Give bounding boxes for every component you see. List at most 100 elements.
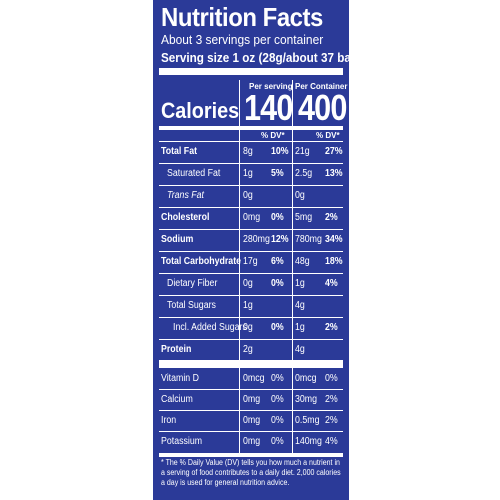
serving-dv: 5% [271, 168, 284, 179]
per-container-header: Per Container [295, 82, 348, 91]
nutrient-name: Potassium [161, 436, 203, 447]
calories-per-container: 400 [298, 87, 347, 128]
nutrient-row-trans-fat: Trans Fat 0g 0g [153, 185, 349, 207]
container-amount: 2.5g [295, 168, 313, 179]
per-serving-header: Per serving [249, 82, 293, 91]
container-amount: 5mg [295, 212, 313, 223]
row-divider [159, 163, 343, 164]
serving-amount: 0g [243, 322, 253, 333]
nutrient-name: Saturated Fat [167, 168, 221, 179]
column-divider-container [292, 80, 293, 453]
serving-amount: 0g [243, 190, 253, 201]
nutrient-name: Calcium [161, 394, 193, 405]
nutrient-name: Total Fat [161, 146, 198, 157]
nutrient-row-total-fat: Total Fat 8g 10% 21g 27% [153, 141, 349, 163]
serving-dv: 0% [271, 394, 284, 405]
nutrient-name: Sodium [161, 234, 194, 245]
serving-dv: 10% [271, 146, 289, 157]
container-amount: 4g [295, 300, 305, 311]
container-amount: 140mg [295, 436, 322, 447]
container-dv: 18% [325, 256, 343, 267]
container-dv: 2% [325, 394, 338, 405]
serving-amount: 0mg [243, 212, 261, 223]
serving-amount: 8g [243, 146, 253, 157]
nutrient-name: Incl. Added Sugars [173, 322, 247, 333]
nutrient-name: Protein [161, 344, 192, 355]
nutrient-row-sodium: Sodium 280mg 12% 780mg 34% [153, 229, 349, 251]
serving-dv: 0% [271, 212, 284, 223]
nutrient-row-total-sugars: Total Sugars 1g 4g [153, 295, 349, 317]
nutrient-name: Total Sugars [167, 300, 216, 311]
row-divider [159, 431, 343, 432]
calories-per-serving: 140 [244, 87, 293, 128]
container-dv: 4% [325, 436, 338, 447]
container-dv: 2% [325, 322, 338, 333]
dv-header-serving: % DV* [261, 131, 285, 140]
container-amount: 0g [295, 190, 305, 201]
container-amount: 1g [295, 278, 305, 289]
row-divider [159, 229, 343, 230]
serving-amount: 17g [243, 256, 258, 267]
container-dv: 13% [325, 168, 343, 179]
serving-amount: 1g [243, 300, 253, 311]
serving-size: Serving size 1 oz (28g/about 37 balls) [161, 50, 368, 65]
dv-divider [159, 141, 343, 142]
nutrient-row-calcium: Calcium 0mg 0% 30mg 2% [153, 389, 349, 411]
calories-label: Calories [161, 98, 240, 123]
thick-divider-vitamins [159, 360, 343, 368]
container-amount: 1g [295, 322, 305, 333]
serving-amount: 0g [243, 278, 253, 289]
container-dv: 34% [325, 234, 343, 245]
nutrient-row-potassium: Potassium 0mg 0% 140mg 4% [153, 431, 349, 453]
row-divider [159, 317, 343, 318]
container-dv: 4% [325, 278, 338, 289]
row-divider [159, 389, 343, 390]
nutrient-name: Dietary Fiber [167, 278, 218, 289]
medium-divider [159, 126, 343, 130]
serving-dv: 0% [271, 415, 284, 426]
serving-dv: 0% [271, 373, 284, 384]
nutrient-name: Total Carbohydrate [161, 256, 242, 267]
container-amount: 0mcg [295, 373, 317, 384]
row-divider [159, 251, 343, 252]
row-divider [159, 339, 343, 340]
dv-header-container: % DV* [316, 131, 340, 140]
container-amount: 4g [295, 344, 305, 355]
serving-amount: 0mg [243, 394, 261, 405]
row-divider [159, 295, 343, 296]
nutrient-row-vitamin-d: Vitamin D 0mcg 0% 0mcg 0% [153, 368, 349, 390]
column-divider-serving [239, 80, 240, 453]
container-amount: 780mg [295, 234, 322, 245]
serving-dv: 0% [271, 278, 284, 289]
serving-dv: 12% [271, 234, 289, 245]
row-divider [159, 410, 343, 411]
container-dv: 0% [325, 373, 338, 384]
row-divider [159, 273, 343, 274]
serving-amount: 280mg [243, 234, 270, 245]
container-dv: 2% [325, 212, 338, 223]
nutrient-row-total-carbohydrate: Total Carbohydrate 17g 6% 48g 18% [153, 251, 349, 273]
serving-amount: 0mg [243, 415, 261, 426]
container-amount: 30mg [295, 394, 318, 405]
nutrient-row-saturated-fat: Saturated Fat 1g 5% 2.5g 13% [153, 163, 349, 185]
container-dv: 27% [325, 146, 343, 157]
container-amount: 48g [295, 256, 310, 267]
serving-amount: 2g [243, 344, 253, 355]
serving-dv: 0% [271, 322, 284, 333]
serving-amount: 0mg [243, 436, 261, 447]
container-amount: 21g [295, 146, 310, 157]
container-amount: 0.5mg [295, 415, 320, 426]
nutrition-facts-panel: Nutrition Facts About 3 servings per con… [153, 0, 368, 500]
row-divider [159, 207, 343, 208]
nutrient-name: Cholesterol [161, 212, 210, 223]
container-dv: 2% [325, 415, 338, 426]
servings-per-container: About 3 servings per container [161, 32, 324, 47]
nutrient-row-cholesterol: Cholesterol 0mg 0% 5mg 2% [153, 207, 349, 229]
serving-amount: 0mcg [243, 373, 265, 384]
footnote-divider [159, 453, 343, 457]
row-divider [159, 185, 343, 186]
nutrient-row-added-sugars: Incl. Added Sugars 0g 0% 1g 2% [153, 317, 349, 339]
serving-amount: 1g [243, 168, 253, 179]
nutrition-title: Nutrition Facts [161, 2, 323, 32]
serving-dv: 0% [271, 436, 284, 447]
